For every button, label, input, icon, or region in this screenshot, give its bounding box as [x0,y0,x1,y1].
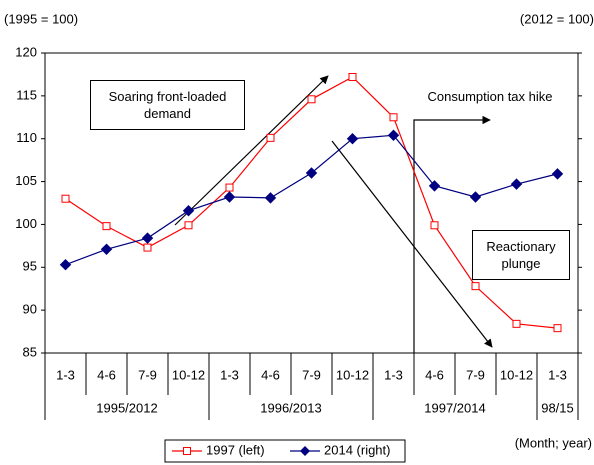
y-tick-label: 105 [15,173,37,188]
legend-label: 1997 (left) [206,442,265,457]
y-tick-label: 100 [15,216,37,231]
point [59,259,72,271]
point [61,194,70,203]
x-tick-label: 1-3 [56,367,75,382]
point [551,168,564,180]
x-tick-label: 4-6 [425,367,444,382]
y-tick-label: 110 [16,130,37,145]
x-tick-label: 7-9 [302,367,321,382]
x-tick-label: 1-3 [220,367,239,382]
legend-marker [183,447,191,455]
left-axis-label: (1995 = 100) [4,11,78,26]
x-tick-label: 4-6 [97,367,116,382]
x-tick-label: 4-6 [261,367,280,382]
x-axis-label: (Month; year) [515,435,592,450]
point [305,167,318,179]
plunge-arrow [331,140,493,348]
y-tick-label: 120 [15,44,37,59]
point [141,232,154,244]
x-tick-label: 10-12 [336,367,369,382]
y-tick-label: 90 [23,302,37,317]
legend: 1997 (left) 2014 (right) [164,439,406,463]
tax-hike-arrow [413,115,491,353]
x-tick-label: 10-12 [500,367,533,382]
point [471,282,480,291]
point [266,133,275,142]
point [553,324,562,333]
point [184,221,193,230]
point [469,191,482,203]
point [389,113,398,122]
y-tick-label: 85 [23,344,37,359]
point [348,73,357,81]
point [307,95,316,104]
point [100,243,113,255]
point [223,191,236,203]
annotation-tax-hike: Consumption tax hike [410,88,570,106]
point [346,133,359,145]
y-tick-label: 115 [16,87,37,102]
year-label: 1996/2013 [260,400,321,415]
x-tick-label: 10-12 [172,367,205,382]
point [387,129,400,141]
y-tick-label: 95 [23,259,37,274]
year-label: 1997/2014 [424,400,485,415]
legend-label: 2014 (right) [324,442,390,457]
year-label: 98/15 [541,400,574,415]
point [512,319,521,328]
annotation-plunge: Reactionary plunge [472,230,570,280]
point [430,221,439,230]
x-tick-label: 1-3 [548,367,567,382]
point [182,205,195,217]
legend-box [164,439,406,463]
point [264,192,277,204]
x-tick-label: 7-9 [466,367,485,382]
annotation-soaring: Soaring front-loaded demand [90,80,245,130]
legend-marker [300,446,310,456]
point [510,178,523,190]
right-axis-label: (2012 = 100) [520,11,594,26]
point [428,180,441,192]
year-label: 1995/2012 [96,400,157,415]
point [225,183,234,192]
point [102,222,111,231]
point [143,243,152,252]
soaring-arrow [174,75,329,226]
plot-frame [44,52,579,354]
x-tick-label: 7-9 [138,367,157,382]
x-tick-label: 1-3 [384,367,403,382]
